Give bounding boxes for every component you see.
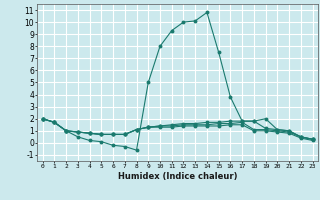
X-axis label: Humidex (Indice chaleur): Humidex (Indice chaleur): [118, 172, 237, 181]
